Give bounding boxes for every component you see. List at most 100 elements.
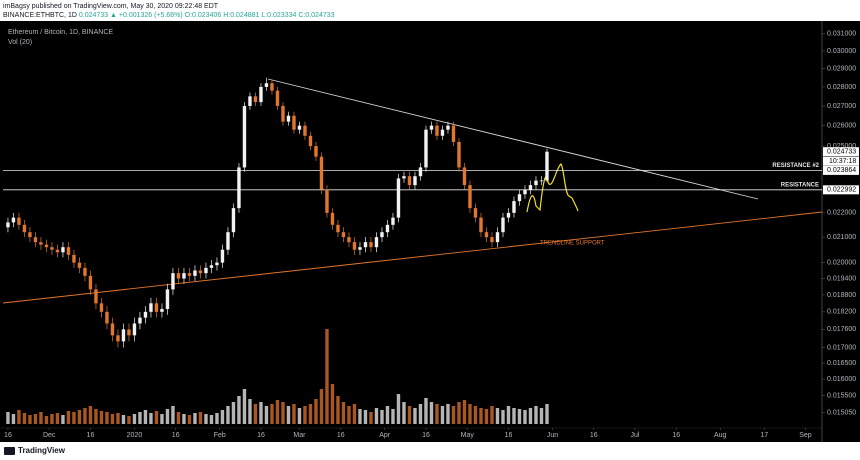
y-tick-label: 0.015050	[827, 410, 856, 417]
volume-bar	[171, 406, 175, 424]
candle-body	[380, 232, 384, 238]
volume-bar	[138, 412, 142, 424]
candle-body	[28, 232, 32, 238]
y-tick-label: 0.026000	[827, 122, 856, 129]
candle-body	[72, 254, 76, 263]
price-line-name: RESISTANCE	[781, 182, 819, 188]
price-line-name: RESISTANCE #2	[772, 163, 819, 169]
x-tick-label: May	[461, 432, 475, 439]
volume-bar	[176, 412, 181, 424]
candle-body	[83, 267, 87, 276]
volume-bar	[132, 414, 137, 424]
candle-body	[424, 129, 428, 168]
volume-bar	[154, 411, 159, 424]
last-price-label: 0.024733	[827, 149, 856, 156]
candle-body	[490, 237, 494, 243]
header-bg	[0, 0, 860, 21]
volume-bar	[33, 414, 38, 424]
price-line-box	[823, 165, 859, 175]
volume-bar	[204, 414, 208, 424]
candle-body	[281, 105, 285, 122]
volume-bar	[545, 404, 549, 424]
volume-bar	[44, 416, 49, 424]
volume-bar	[72, 412, 76, 424]
x-tick-label: 16	[590, 432, 598, 439]
volume-bar	[429, 402, 434, 424]
x-tick-label: 17	[760, 432, 768, 439]
candle-body	[275, 90, 280, 106]
last-value: 0.024733	[79, 12, 108, 19]
volume-bar	[341, 402, 346, 424]
volume-bar	[143, 410, 148, 424]
candle-body	[517, 194, 522, 202]
candle-body	[105, 311, 109, 324]
volume-bar	[336, 396, 340, 424]
candle-body	[374, 237, 379, 248]
support-trendline	[2, 211, 823, 304]
y-tick-label: 0.017000	[827, 344, 856, 351]
candle-body	[237, 167, 241, 209]
candle-body	[462, 167, 467, 186]
volume-bar	[6, 412, 10, 424]
candle-body	[187, 273, 192, 276]
volume-bar	[468, 404, 472, 424]
x-tick-label: Feb	[214, 432, 226, 439]
volume-bar	[209, 415, 214, 424]
candle-body	[33, 237, 38, 243]
candle-body	[231, 208, 236, 233]
candle-body	[292, 115, 296, 130]
candle-body	[347, 237, 351, 243]
x-tick-label: 2020	[127, 432, 143, 439]
y-tick-label: 0.030000	[827, 48, 856, 55]
volume-bar	[347, 406, 351, 424]
x-tick-label: Jun	[547, 432, 558, 439]
candle-body	[116, 335, 120, 342]
candle-body	[358, 247, 362, 250]
volume-bar	[231, 402, 236, 424]
x-tick-label: 16	[172, 432, 180, 439]
volume-bar	[413, 408, 417, 424]
candle-body	[242, 105, 247, 168]
volume-bar	[61, 415, 65, 424]
candle-body	[512, 201, 516, 213]
candle-body	[198, 270, 203, 274]
candle-body	[440, 129, 445, 136]
candle-body	[77, 262, 82, 268]
volume-bar	[528, 408, 533, 424]
y-tick-label: 0.020000	[827, 259, 856, 266]
volume-bar	[270, 404, 274, 424]
candle-body	[429, 125, 434, 130]
candle-body	[479, 217, 483, 233]
candle-body	[143, 311, 148, 318]
x-tick-label: Apr	[379, 432, 391, 439]
y-tick-label: 0.027000	[827, 103, 856, 110]
volume-bar	[187, 415, 192, 424]
price-line-box	[823, 185, 859, 195]
volume-bar	[94, 409, 98, 424]
x-tick-label: 16	[422, 432, 430, 439]
volume-bar	[484, 409, 489, 424]
candle-body	[325, 189, 329, 213]
candle-body	[154, 303, 159, 312]
candle-body	[204, 267, 208, 274]
volume-bar	[39, 412, 43, 424]
volume-bar	[407, 406, 412, 424]
candle-body	[369, 242, 373, 248]
volume-bar	[385, 406, 390, 424]
candle-body	[435, 125, 439, 136]
candle-body	[270, 83, 274, 91]
candle-body	[121, 329, 126, 342]
volume-bar	[534, 406, 538, 424]
candle-body	[50, 247, 54, 250]
volume-bar	[308, 404, 313, 424]
volume-bar	[127, 416, 131, 424]
candle-body	[44, 244, 49, 248]
candle-body	[61, 247, 65, 253]
y-tick-label: 0.031000	[827, 31, 856, 38]
candle-body	[418, 167, 423, 177]
y-tick-label: 0.029000	[827, 65, 856, 72]
volume-bar	[314, 399, 318, 424]
x-tick-label: Mar	[293, 432, 306, 439]
candle-body	[11, 217, 16, 223]
footer-bg	[0, 442, 860, 460]
